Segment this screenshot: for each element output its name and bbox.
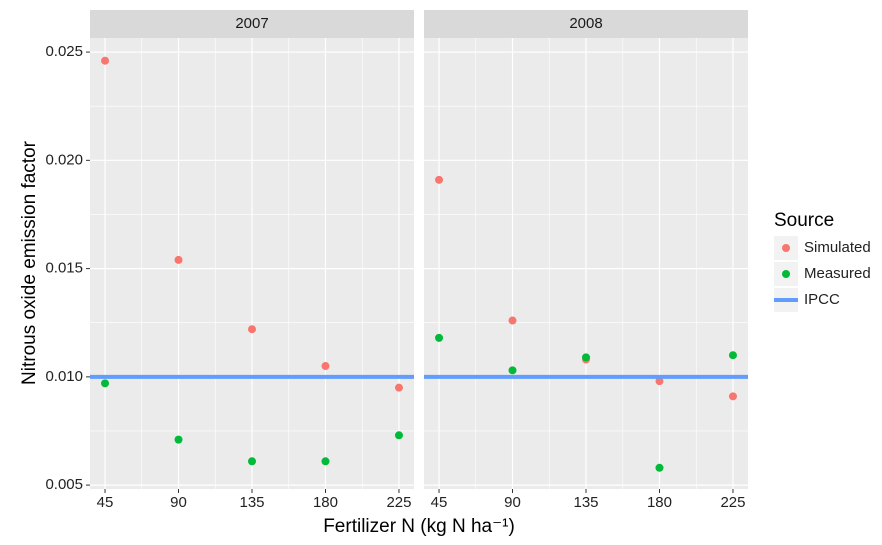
- facet-title: 2007: [235, 15, 268, 32]
- x-tick-label: 135: [573, 494, 598, 511]
- point: [248, 457, 256, 466]
- point: [728, 351, 737, 360]
- legend-title: Source: [774, 210, 834, 231]
- x-tick-label: 180: [647, 494, 672, 511]
- facet-title: 2008: [569, 15, 602, 32]
- legend-label: IPCC: [804, 291, 840, 308]
- x-tick-label: 180: [313, 494, 338, 511]
- y-tick-label: 0.015: [45, 260, 83, 277]
- point: [321, 457, 330, 466]
- point: [174, 255, 183, 264]
- strip: [90, 10, 414, 38]
- point: [321, 362, 330, 371]
- point: [435, 175, 444, 184]
- point: [174, 435, 183, 444]
- x-tick-label: 225: [720, 494, 745, 511]
- legend-symbol: [782, 244, 790, 252]
- y-tick-label: 0.005: [45, 476, 83, 493]
- legend-symbol: [782, 270, 790, 278]
- point: [582, 353, 590, 362]
- x-tick-label: 45: [97, 494, 114, 511]
- y-tick-label: 0.020: [45, 151, 83, 168]
- point: [394, 383, 403, 392]
- x-tick-label: 90: [504, 494, 521, 511]
- point: [728, 392, 737, 401]
- strip: [424, 10, 748, 38]
- point: [248, 325, 256, 334]
- x-tick-label: 135: [239, 494, 264, 511]
- x-tick-label: 45: [431, 494, 448, 511]
- legend-label: Simulated: [804, 239, 871, 256]
- point: [508, 366, 517, 375]
- x-tick-label: 225: [386, 494, 411, 511]
- point: [101, 379, 110, 388]
- point: [435, 333, 444, 342]
- point: [508, 316, 517, 325]
- legend-label: Measured: [804, 265, 871, 282]
- point: [655, 463, 664, 472]
- point: [655, 377, 664, 386]
- x-tick-label: 90: [170, 494, 187, 511]
- y-tick-label: 0.010: [45, 368, 83, 385]
- x-axis-title: Fertilizer N (kg N ha⁻¹): [323, 516, 515, 537]
- point: [394, 431, 403, 440]
- y-axis-title: Nitrous oxide emission factor: [19, 140, 40, 385]
- y-tick-label: 0.025: [45, 43, 83, 60]
- point: [101, 56, 110, 65]
